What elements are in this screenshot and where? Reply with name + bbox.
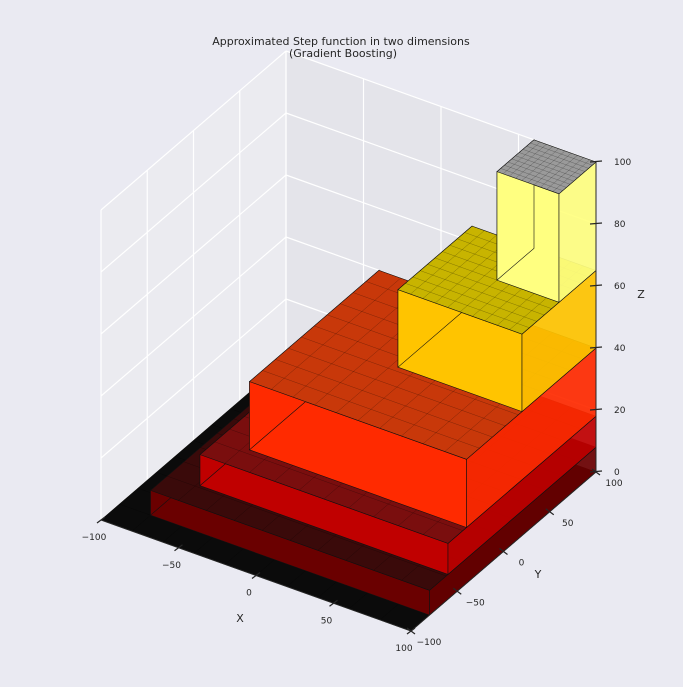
mesh-line — [540, 155, 578, 188]
y-tick — [545, 508, 555, 516]
mesh-line — [500, 168, 563, 191]
grid-line-z-side — [100, 112, 287, 273]
mesh-line — [508, 161, 571, 185]
mesh-line — [521, 148, 559, 181]
z-tick — [589, 408, 603, 411]
z-tick-label: 0 — [614, 468, 620, 478]
z-tick — [589, 346, 603, 349]
mesh-line — [534, 152, 572, 186]
mesh-line — [410, 230, 485, 295]
mesh-line — [515, 146, 553, 179]
y-tick — [452, 587, 462, 595]
mesh-line — [546, 157, 584, 190]
y-tick-label: −50 — [466, 598, 485, 608]
mesh-line — [519, 152, 582, 175]
z-tick — [589, 222, 603, 225]
z-tick-label: 60 — [614, 282, 626, 292]
mesh-line — [271, 277, 401, 390]
mesh-line — [167, 475, 447, 577]
mesh-line — [530, 142, 593, 166]
x-tick-label: −50 — [162, 561, 181, 571]
chart-title: Approximated Step function in two dimens… — [212, 35, 470, 48]
mesh-line — [422, 234, 497, 299]
mesh-line — [526, 145, 589, 169]
grid-line-z-side — [100, 50, 287, 211]
mesh-line — [515, 155, 578, 179]
grid-line-z-side — [100, 174, 287, 335]
z-tick — [589, 284, 603, 287]
x-tick-label: −100 — [82, 533, 107, 543]
z-tick — [589, 470, 603, 473]
mesh-line — [420, 270, 545, 316]
x-axis-label: X — [236, 612, 244, 625]
mesh-line — [301, 336, 519, 416]
z-tick — [589, 160, 603, 163]
x-tick-label: 100 — [395, 644, 412, 654]
mesh-line — [509, 144, 547, 177]
y-tick-label: 100 — [605, 479, 622, 489]
mesh-line — [262, 370, 480, 449]
mesh-line — [522, 149, 585, 172]
mesh-line — [527, 150, 566, 183]
surface — [100, 139, 597, 632]
y-tick-label: 0 — [519, 559, 525, 569]
grid-line-z-side — [100, 298, 287, 459]
mesh-line — [288, 347, 506, 427]
x-tick-label: 50 — [321, 616, 333, 626]
mesh-line — [427, 264, 552, 309]
y-tick-label: −100 — [417, 638, 442, 648]
mesh-line — [552, 159, 590, 192]
y-tick — [499, 548, 508, 555]
step-level-6 — [496, 139, 597, 303]
z-axis-label: Z — [637, 288, 645, 301]
z-tick-label: 100 — [614, 158, 631, 168]
mesh-line — [504, 165, 567, 188]
mesh-line — [275, 359, 493, 438]
z-tick-label: 80 — [614, 220, 626, 230]
x-tick — [96, 516, 106, 524]
z-tick-label: 40 — [614, 344, 626, 354]
mesh-line — [511, 158, 574, 182]
y-tick-label: 50 — [562, 519, 574, 529]
x-tick-label: 0 — [246, 589, 252, 599]
z-tick-label: 20 — [614, 406, 626, 416]
x-tick — [329, 599, 338, 607]
y-axis-label: Y — [534, 568, 542, 581]
grid-line-z-side — [100, 236, 287, 397]
mesh-line — [503, 141, 541, 175]
x-tick — [174, 544, 183, 552]
mesh-line — [214, 441, 463, 531]
x-tick — [251, 572, 261, 579]
chart-subtitle: (Gradient Boosting) — [289, 47, 397, 60]
mesh-line — [412, 276, 537, 322]
mesh-line — [405, 283, 530, 328]
y-tick — [406, 627, 416, 635]
